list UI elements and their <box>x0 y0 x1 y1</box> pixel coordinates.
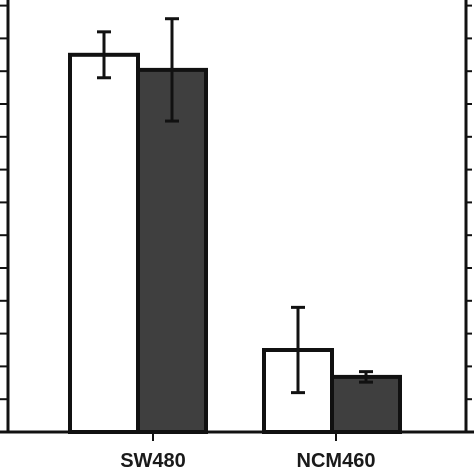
category-label-ncm460: NCM460 <box>297 450 376 472</box>
error-bars <box>97 17 373 395</box>
bar-series0-sw480 <box>68 52 140 435</box>
category-label-sw480: SW480 <box>120 450 186 472</box>
bar-series1-ncm460 <box>330 374 402 434</box>
category-labels: SW480 NCM460 <box>120 450 375 472</box>
bar-series1-sw480 <box>136 67 208 434</box>
bars <box>68 52 402 435</box>
